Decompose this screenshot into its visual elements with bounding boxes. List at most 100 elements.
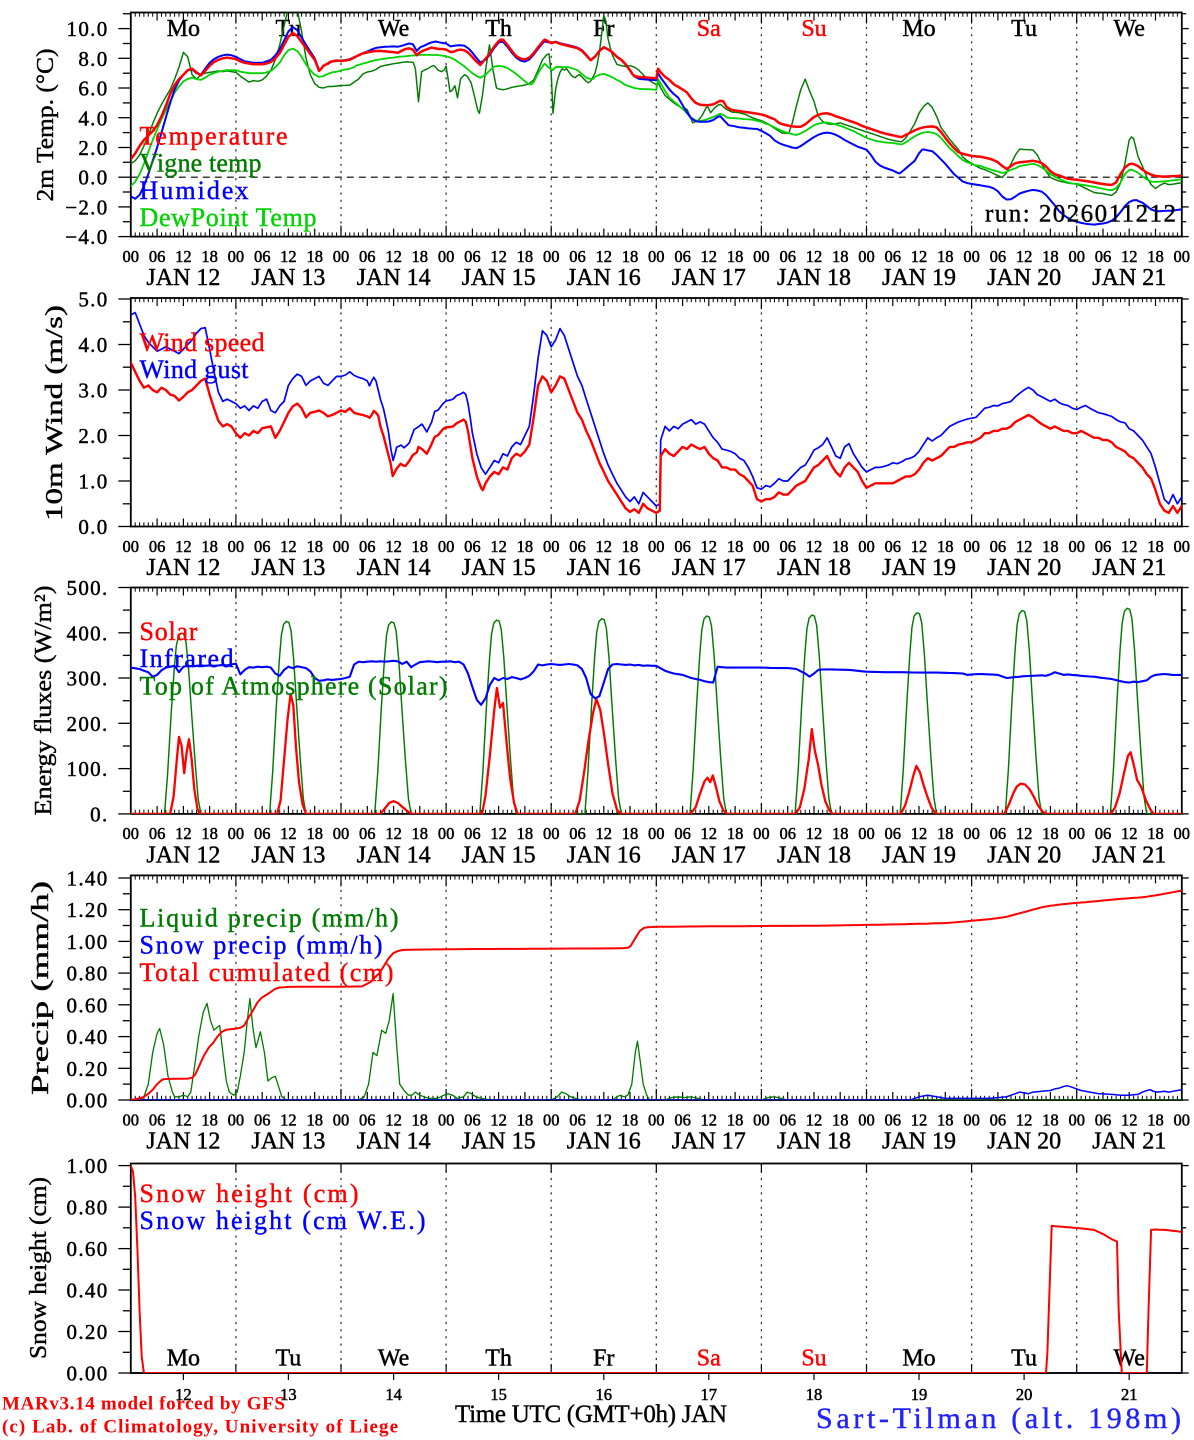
svg-text:JAN 15: JAN 15 [462, 265, 536, 291]
svg-text:Liquid precip (mm/h): Liquid precip (mm/h) [140, 903, 399, 932]
svg-text:12: 12 [1016, 537, 1033, 556]
svg-text:Su: Su [801, 16, 826, 42]
svg-text:0.00: 0.00 [67, 1362, 109, 1386]
svg-text:JAN 18: JAN 18 [777, 555, 851, 581]
svg-text:Mo: Mo [902, 1345, 935, 1371]
svg-text:00: 00 [1174, 247, 1191, 266]
svg-text:0.20: 0.20 [67, 1320, 109, 1344]
svg-text:06: 06 [885, 824, 902, 843]
svg-text:06: 06 [990, 247, 1007, 266]
svg-text:18: 18 [517, 537, 534, 556]
svg-text:JAN 21: JAN 21 [1092, 842, 1166, 868]
svg-text:06: 06 [779, 1110, 796, 1129]
svg-text:06: 06 [990, 537, 1007, 556]
svg-text:18: 18 [806, 1385, 823, 1404]
svg-text:JAN 20: JAN 20 [987, 555, 1061, 581]
svg-text:JAN 19: JAN 19 [882, 555, 956, 581]
svg-text:18: 18 [622, 247, 639, 266]
svg-text:Temperature: Temperature [140, 121, 288, 150]
svg-text:12: 12 [490, 537, 507, 556]
svg-text:18: 18 [622, 824, 639, 843]
svg-text:12: 12 [490, 824, 507, 843]
svg-text:16: 16 [596, 1385, 613, 1404]
svg-text:06: 06 [1095, 247, 1112, 266]
svg-text:00: 00 [1174, 1110, 1191, 1129]
svg-text:0.00: 0.00 [67, 1089, 109, 1113]
svg-text:00: 00 [858, 247, 875, 266]
svg-text:18: 18 [622, 537, 639, 556]
svg-text:06: 06 [779, 537, 796, 556]
svg-text:00: 00 [123, 247, 140, 266]
svg-text:12: 12 [1121, 537, 1138, 556]
svg-text:3.0: 3.0 [78, 379, 108, 403]
svg-text:00: 00 [333, 824, 350, 843]
svg-text:12: 12 [806, 1110, 823, 1129]
svg-text:JAN 14: JAN 14 [357, 265, 431, 291]
svg-text:14: 14 [385, 1385, 402, 1404]
svg-text:06: 06 [359, 537, 376, 556]
svg-text:18: 18 [832, 247, 849, 266]
svg-text:18: 18 [1147, 537, 1164, 556]
svg-text:06: 06 [779, 247, 796, 266]
svg-text:00: 00 [753, 247, 770, 266]
svg-text:Fr: Fr [593, 16, 614, 42]
svg-text:00: 00 [228, 1110, 245, 1129]
svg-text:run: 2026011212: run: 2026011212 [985, 201, 1176, 228]
svg-text:0.80: 0.80 [67, 962, 109, 986]
svg-text:18: 18 [937, 537, 954, 556]
svg-text:00: 00 [228, 247, 245, 266]
svg-text:2m Temp. (°C): 2m Temp. (°C) [33, 49, 59, 202]
svg-text:06: 06 [569, 247, 586, 266]
svg-text:06: 06 [254, 824, 271, 843]
svg-text:18: 18 [727, 247, 744, 266]
svg-text:We: We [378, 1345, 409, 1371]
svg-text:19: 19 [911, 1385, 928, 1404]
svg-text:6.0: 6.0 [78, 77, 108, 101]
svg-text:18: 18 [201, 537, 218, 556]
svg-text:06: 06 [569, 537, 586, 556]
svg-text:06: 06 [674, 1110, 691, 1129]
svg-text:00: 00 [543, 537, 560, 556]
svg-text:18: 18 [517, 824, 534, 843]
svg-text:Wind gust: Wind gust [140, 355, 250, 384]
svg-text:12: 12 [1016, 247, 1033, 266]
svg-text:06: 06 [254, 1110, 271, 1129]
svg-text:JAN 13: JAN 13 [251, 1129, 325, 1155]
svg-text:12: 12 [1121, 824, 1138, 843]
svg-text:JAN 19: JAN 19 [882, 842, 956, 868]
svg-text:Infrared: Infrared [140, 644, 234, 673]
svg-text:12: 12 [1016, 824, 1033, 843]
svg-text:00: 00 [1068, 824, 1085, 843]
svg-text:18: 18 [412, 537, 429, 556]
svg-text:300.: 300. [67, 667, 109, 691]
svg-text:12: 12 [911, 247, 928, 266]
svg-text:12: 12 [385, 824, 402, 843]
svg-text:18: 18 [517, 1110, 534, 1129]
svg-text:00: 00 [543, 824, 560, 843]
svg-text:12: 12 [280, 247, 297, 266]
svg-text:Tu: Tu [1011, 16, 1037, 42]
svg-text:Snow precip (mm/h): Snow precip (mm/h) [140, 931, 383, 960]
svg-text:Su: Su [801, 1345, 826, 1371]
svg-text:8.0: 8.0 [78, 47, 108, 71]
svg-text:06: 06 [779, 824, 796, 843]
svg-text:12: 12 [911, 824, 928, 843]
svg-text:00: 00 [1068, 1110, 1085, 1129]
svg-text:18: 18 [1147, 247, 1164, 266]
svg-text:JAN 18: JAN 18 [777, 1129, 851, 1155]
svg-text:2.0: 2.0 [78, 136, 108, 160]
svg-text:Sa: Sa [697, 16, 721, 42]
svg-text:06: 06 [674, 537, 691, 556]
svg-text:12: 12 [596, 1110, 613, 1129]
svg-text:200.: 200. [67, 712, 109, 736]
svg-text:18: 18 [937, 1110, 954, 1129]
svg-text:JAN 13: JAN 13 [251, 842, 325, 868]
svg-text:18: 18 [1042, 537, 1059, 556]
svg-text:12: 12 [280, 1110, 297, 1129]
svg-text:06: 06 [359, 247, 376, 266]
svg-text:12: 12 [385, 537, 402, 556]
svg-text:JAN 14: JAN 14 [357, 1129, 431, 1155]
svg-text:06: 06 [885, 247, 902, 266]
svg-text:0.40: 0.40 [67, 1025, 109, 1049]
svg-text:18: 18 [1147, 1110, 1164, 1129]
